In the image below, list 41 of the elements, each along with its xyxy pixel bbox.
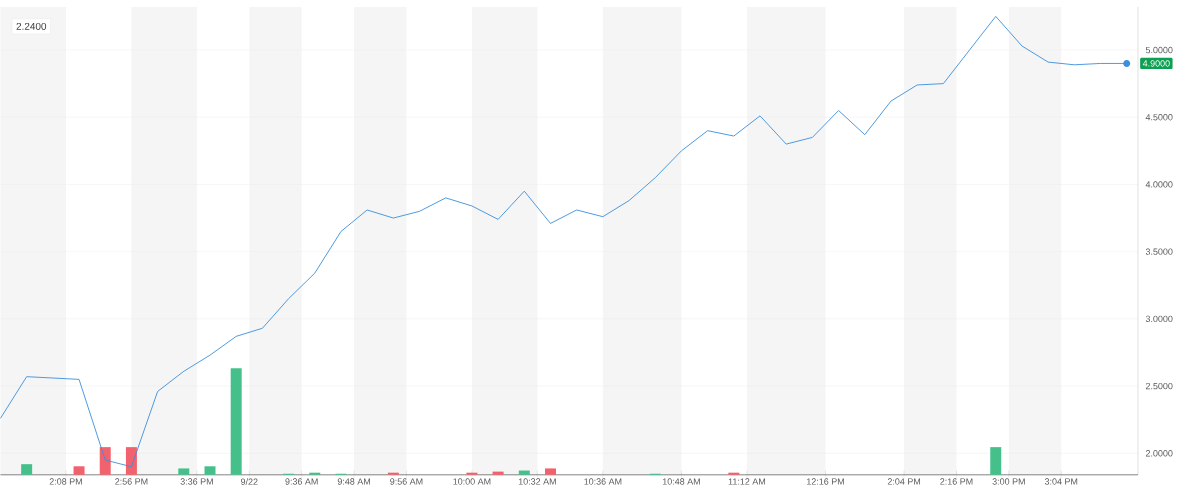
x-tick-label: 10:32 AM: [518, 478, 556, 485]
bar: [728, 472, 740, 475]
y-tick-label: 4.0000: [1145, 181, 1173, 188]
x-tick-label: 3:04 PM: [1044, 478, 1078, 485]
x-tick-label: 9:36 AM: [285, 478, 318, 485]
y-tick-label: 2.0000: [1145, 450, 1173, 457]
x-tick-label: 2:08 PM: [49, 478, 82, 485]
x-tick-label: 9:56 AM: [390, 478, 423, 485]
bar: [99, 447, 111, 475]
x-tick-label: 2:04 PM: [887, 478, 921, 485]
bar: [125, 447, 137, 475]
x-tick-label: 9/22: [240, 478, 258, 486]
bar: [178, 468, 190, 475]
y-tick-label: 5.0000: [1145, 46, 1173, 54]
x-tick-label: 3:36 PM: [180, 478, 213, 485]
x-tick-label: 11:12 AM: [728, 478, 766, 485]
bar: [21, 464, 33, 475]
bar: [466, 472, 478, 475]
x-tick-label: 10:48 AM: [662, 478, 700, 485]
annotation: 2.2400: [16, 22, 47, 31]
bar: [204, 466, 216, 475]
y-tick-label: 3.0000: [1145, 315, 1173, 323]
bar: [492, 471, 504, 475]
x-tick-label: 9:48 AM: [337, 478, 370, 485]
bar: [309, 472, 321, 475]
bar: [544, 468, 556, 475]
x-tick-label: 2:16 PM: [940, 478, 973, 485]
x-tick-label: 2:56 PM: [115, 478, 148, 485]
x-tick-label: 10:36 AM: [584, 478, 622, 485]
y-tick-label: 4.5000: [1145, 114, 1173, 121]
y-tick-label: 2.5000: [1145, 383, 1173, 390]
bar: [387, 472, 399, 475]
x-tick-label: 10:00 AM: [453, 478, 491, 485]
annotation: 4.9000: [1142, 60, 1170, 67]
x-tick-label: 12:16 PM: [807, 478, 844, 485]
bar: [990, 447, 1002, 475]
bar: [73, 466, 85, 475]
bar: [518, 470, 530, 475]
y-tick-label: 3.5000: [1145, 248, 1173, 255]
bar: [230, 368, 242, 475]
x-tick-label: 3:00 PM: [992, 478, 1025, 485]
